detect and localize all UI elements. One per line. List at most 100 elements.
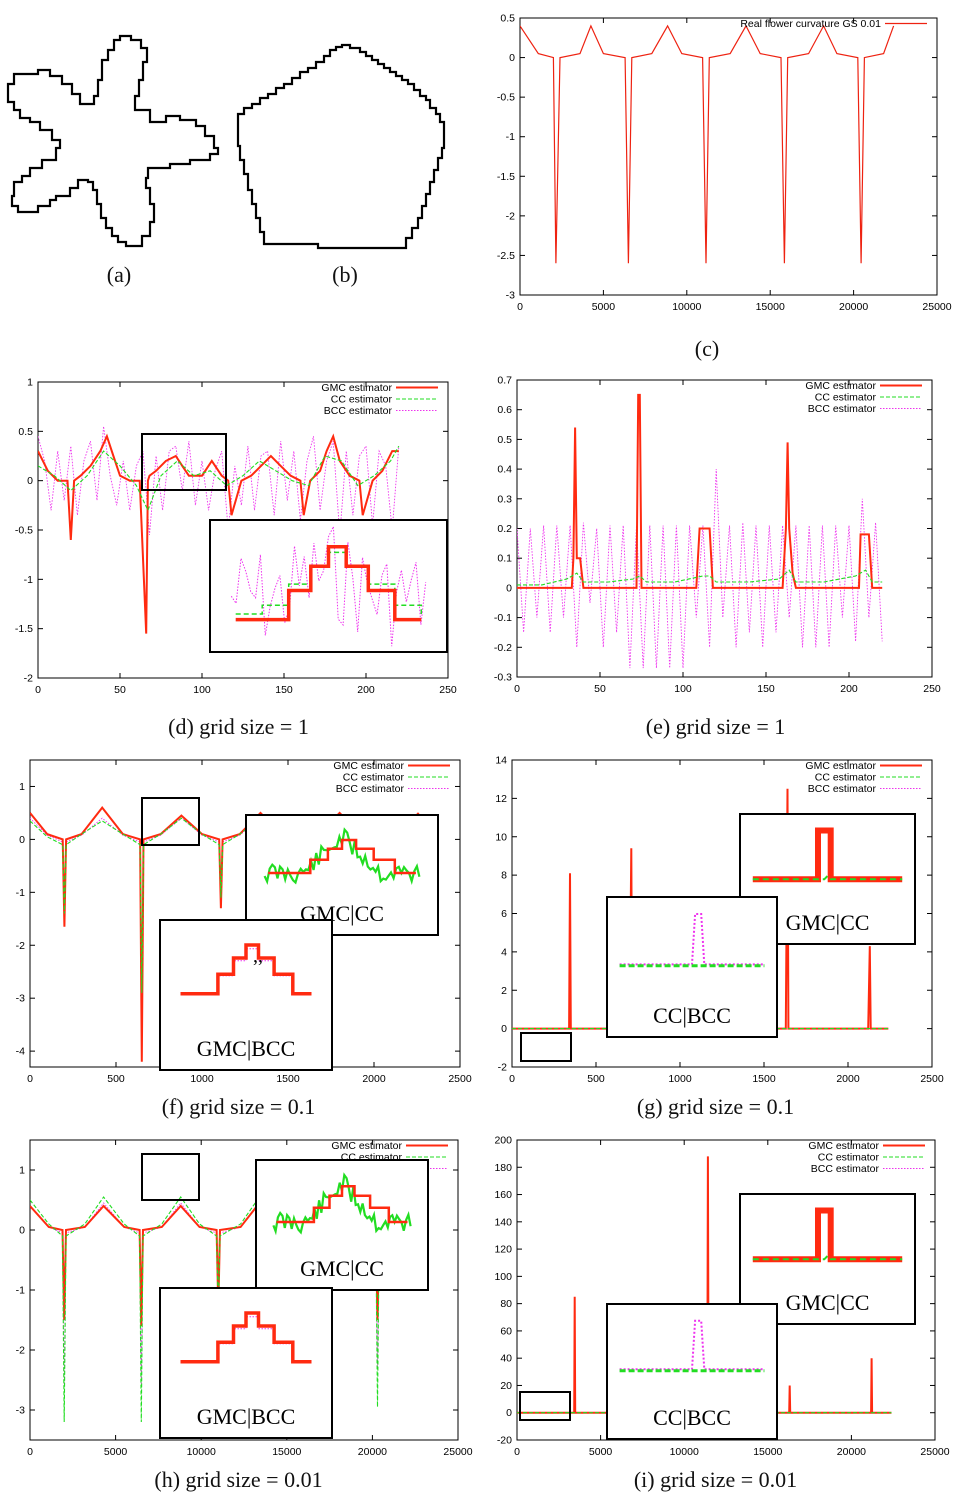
legend-label-gmc-estimator: GMC estimator xyxy=(331,1140,402,1152)
y-tick-label: -2.5 xyxy=(497,250,515,262)
legend-label-cc-estimator: CC estimator xyxy=(331,394,393,406)
x-tick-label: 200 xyxy=(840,683,858,695)
x-tick-label: 20000 xyxy=(358,1446,387,1458)
inset-label: CC|BCC xyxy=(653,1003,731,1028)
plot-frame xyxy=(516,379,933,678)
inset-frame xyxy=(245,814,439,936)
x-tick-label: 150 xyxy=(757,683,775,695)
y-tick-label: -2 xyxy=(16,940,25,952)
legend-label-bcc-estimator: BCC estimator xyxy=(808,403,877,415)
legend-label-cc-estimator: CC estimator xyxy=(343,772,405,784)
chart-d: 0 50 100 150 200 250 -2 -1.5 -1 -0.5 0 0.5 1 GMC esti… xyxy=(15,377,457,697)
y-tick-label: 160 xyxy=(494,1189,512,1201)
plot-frame xyxy=(519,17,938,296)
zoom-region-box xyxy=(141,1153,200,1201)
y-tick-label: -0.1 xyxy=(494,612,512,624)
y-tick-label: 0 xyxy=(506,1407,512,1419)
y-tick-label: 0.3 xyxy=(497,493,512,505)
y-tick-label: 14 xyxy=(495,755,507,767)
inset-2: CC|BCC xyxy=(606,1303,778,1440)
y-tick-label: -20 xyxy=(497,1435,512,1447)
x-tick-label: 2500 xyxy=(448,1073,472,1085)
x-tick-label: 0 xyxy=(27,1446,33,1458)
y-tick-label: 120 xyxy=(494,1244,512,1256)
y-tick-label: -0.3 xyxy=(494,672,512,684)
caption-i: (i) grid size = 0.01 xyxy=(633,1467,798,1492)
x-tick-label: 250 xyxy=(439,684,457,696)
x-tick-label: 20000 xyxy=(839,301,868,313)
x-tick-label: 25000 xyxy=(922,301,951,313)
zoom-region-box xyxy=(141,797,200,846)
y-tick-label: 80 xyxy=(500,1298,512,1310)
legend-label-gmc-estimator: GMC estimator xyxy=(321,382,392,394)
inset-1: GMC|CC xyxy=(245,814,439,936)
y-tick-label: 200 xyxy=(494,1135,512,1147)
series-line-cc-estimator xyxy=(517,569,883,586)
inset-gmc-line xyxy=(180,943,312,996)
y-tick-label: 0.5 xyxy=(500,13,515,25)
legend-label-cc-estimator: CC estimator xyxy=(818,1152,880,1164)
x-tick-label: 5000 xyxy=(589,1446,613,1458)
legend-label-real-flower-curvature-gs-0-01: Real flower curvature GS 0.01 xyxy=(740,18,881,30)
inset-gmc-line xyxy=(276,1185,408,1224)
legend-label-bcc-estimator: BCC estimator xyxy=(811,1163,880,1175)
x-tick-label: 10000 xyxy=(187,1446,216,1458)
caption-h: (h) grid size = 0.01 xyxy=(154,1467,323,1492)
legend-label-gmc-estimator: GMC estimator xyxy=(808,1140,879,1152)
caption-d: (d) grid size = 1 xyxy=(168,714,309,739)
caption-f: (f) grid size = 0.1 xyxy=(161,1094,316,1119)
x-tick-label: 0 xyxy=(35,684,41,696)
y-tick-label: 140 xyxy=(494,1216,512,1228)
inset-label: GMC|CC xyxy=(786,1290,870,1315)
y-tick-label: 6 xyxy=(501,908,507,920)
caption-c: (c) xyxy=(694,336,720,361)
inset-bcc-line xyxy=(230,524,427,647)
legend-label-cc-estimator: CC estimator xyxy=(815,772,877,784)
zoom-region-box xyxy=(141,433,227,491)
inset-label: CC|BCC xyxy=(653,1405,731,1430)
y-tick-label: 0 xyxy=(19,834,25,846)
inset-gmc-line xyxy=(268,838,416,875)
zoom-region-box xyxy=(519,1391,571,1421)
y-tick-label: 20 xyxy=(500,1380,512,1392)
inset-frame xyxy=(209,519,448,653)
x-tick-label: 1500 xyxy=(752,1073,776,1085)
x-tick-label: 2000 xyxy=(836,1073,860,1085)
zoom-region-box xyxy=(520,1032,572,1062)
y-tick-label: -2 xyxy=(498,1062,507,1074)
y-tick-label: 0 xyxy=(19,1225,25,1237)
y-tick-label: 0 xyxy=(509,52,515,64)
series-line-bcc-estimator xyxy=(38,426,400,535)
y-tick-label: 0.5 xyxy=(497,434,512,446)
panel-a: (a) xyxy=(0,0,230,300)
caption-a: (a) xyxy=(106,262,132,287)
legend-label-gmc-estimator: GMC estimator xyxy=(333,760,404,772)
y-tick-label: 60 xyxy=(500,1325,512,1337)
y-tick-label: 100 xyxy=(494,1271,512,1283)
series-line-gmc-estimator xyxy=(38,433,399,634)
y-tick-label: -3 xyxy=(16,1405,25,1417)
y-tick-label: -1.5 xyxy=(497,171,515,183)
inset-1: GMC|CC xyxy=(255,1159,429,1291)
y-tick-label: -1 xyxy=(16,1285,25,1297)
caption-g: (g) grid size = 0.1 xyxy=(636,1094,795,1119)
x-tick-label: 15000 xyxy=(753,1446,782,1458)
y-tick-label: 8 xyxy=(501,870,507,882)
y-tick-label: 0.1 xyxy=(497,553,512,565)
y-tick-label: -0.5 xyxy=(497,92,515,104)
y-tick-label: -1 xyxy=(24,574,33,586)
series-line-cc-estimator xyxy=(38,445,400,512)
y-tick-label: 0.6 xyxy=(497,404,512,416)
y-tick-label: 0.4 xyxy=(497,464,512,476)
panel-e: 0 50 100 150 200 250 -0.3 -0.2 -0.1 0 0.1 0.2 0.3 0.4… xyxy=(477,370,954,750)
y-tick-label: -3 xyxy=(16,993,25,1005)
y-tick-label: -2 xyxy=(16,1345,25,1357)
x-tick-label: 5000 xyxy=(104,1446,128,1458)
inset-cc-line xyxy=(752,874,903,881)
x-tick-label: 2500 xyxy=(920,1073,944,1085)
y-tick-label: 4 xyxy=(501,946,507,958)
